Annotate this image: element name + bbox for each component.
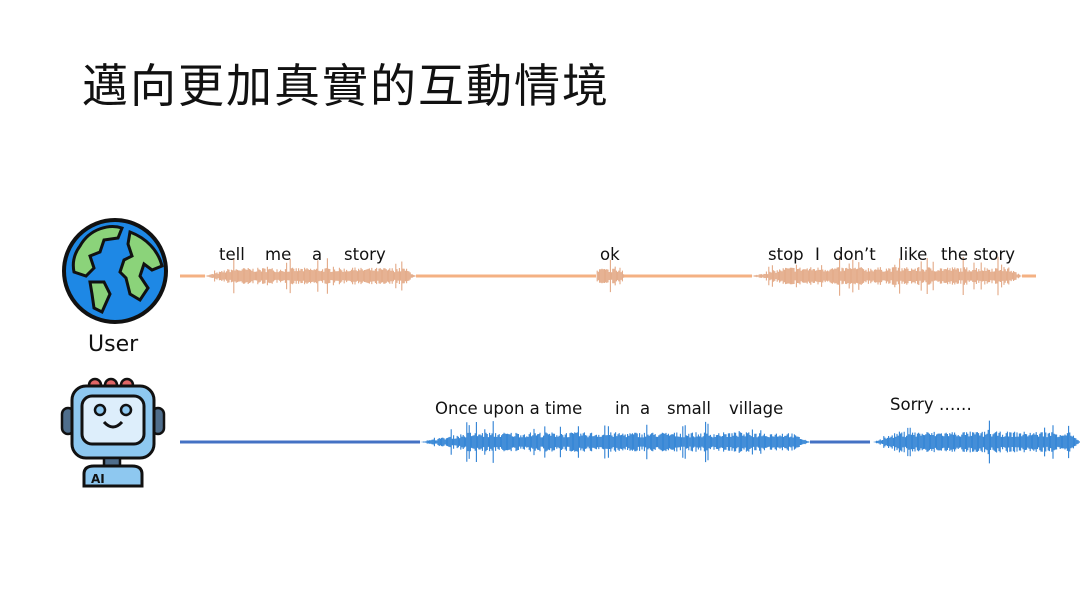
- user-word: don’t: [833, 245, 876, 264]
- user-word: tell: [219, 245, 245, 264]
- user-word: the story: [941, 245, 1016, 264]
- user-waveform: [205, 258, 416, 294]
- ai-word: a: [640, 399, 651, 418]
- ai-word: in: [615, 399, 631, 418]
- ai-word: Sorry ……: [890, 395, 972, 414]
- globe-icon: [62, 218, 168, 324]
- user-label: User: [88, 332, 139, 357]
- user-waveform: [596, 259, 625, 293]
- user-word: a: [312, 245, 323, 264]
- user-word: like: [899, 245, 928, 264]
- user-word: ok: [600, 245, 620, 264]
- ai-word: village: [729, 399, 784, 418]
- ai-word: small: [667, 399, 711, 418]
- user-waveform: [752, 256, 1022, 296]
- user-word: stop: [768, 245, 804, 264]
- user-word: I: [815, 245, 820, 264]
- robot-icon: AI: [60, 377, 166, 488]
- slide-title: 邁向更加真實的互動情境: [82, 59, 610, 113]
- robot-ai-text: AI: [91, 472, 105, 486]
- ai-waveform: [873, 420, 1080, 464]
- user-word: me: [265, 245, 292, 264]
- user-word: story: [344, 245, 386, 264]
- ai-waveform: [420, 421, 810, 463]
- ai-word: Once upon a time: [435, 399, 583, 418]
